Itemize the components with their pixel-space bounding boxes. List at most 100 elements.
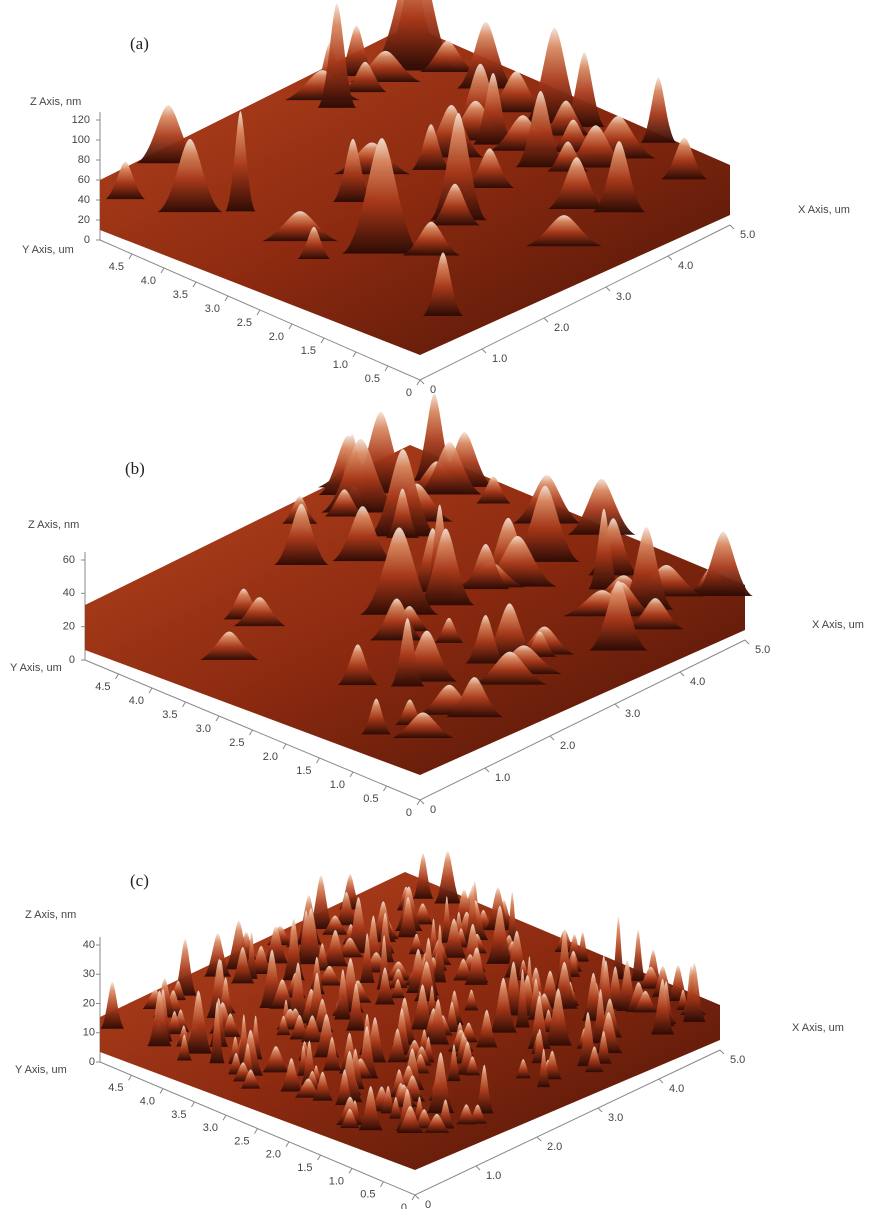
surface-peak	[408, 933, 425, 955]
y-tick	[411, 1194, 416, 1201]
surface-peak	[341, 138, 422, 254]
surface-peak	[312, 1071, 333, 1101]
surface-peak	[269, 979, 296, 1009]
surface-peak	[231, 946, 255, 984]
surface-peak	[485, 71, 547, 113]
surface-peak	[322, 1037, 342, 1071]
x-tick	[744, 639, 750, 645]
surface-peak	[294, 1078, 322, 1098]
afm-panel: (c) Z Axis, nm Y Axis, um X Axis, um 0 10 20 30…	[15, 851, 844, 1209]
surface-peak	[410, 984, 435, 1030]
x-tick-label: 3.0	[625, 708, 640, 720]
y-tick-label: 2.0	[269, 331, 284, 343]
z-tick-label: 10	[83, 1027, 95, 1039]
surface-peak	[385, 488, 420, 538]
z-tick-label: 120	[72, 114, 90, 126]
surface-peak	[474, 1064, 494, 1114]
y-tick	[316, 757, 320, 764]
surface-peak	[345, 897, 372, 953]
surface-peak	[413, 853, 434, 899]
surface-peak	[297, 226, 330, 259]
y-tick	[352, 351, 357, 358]
surface-peak	[612, 916, 625, 980]
surface-peak	[447, 1044, 461, 1082]
y-tick-label: 4.5	[95, 681, 110, 693]
x-tick-label: 3.0	[608, 1112, 623, 1124]
surface-peak	[396, 1105, 424, 1133]
surface-peak	[542, 1050, 562, 1080]
surface-peak	[429, 113, 487, 221]
surface-peak	[286, 962, 310, 1021]
surface-peak	[441, 918, 467, 958]
surface-peak	[337, 644, 378, 686]
surface-peak	[429, 183, 481, 226]
surface-peak	[276, 1015, 291, 1036]
z-tick-label: 20	[78, 214, 90, 226]
surface-peak	[340, 1108, 360, 1129]
z-tick-label: 20	[63, 621, 75, 633]
y-tick-label: 4.0	[140, 1096, 155, 1108]
afm-panel: (b) Z Axis, nm Y Axis, um X Axis, um 0 20 40 60…	[10, 393, 864, 819]
surface-peak	[200, 631, 259, 660]
y-tick-label: 3.0	[205, 303, 220, 315]
surface-peak	[544, 988, 573, 1046]
z-tick-label: 0	[69, 654, 75, 666]
surface-peak	[640, 77, 677, 143]
surface-peak	[100, 981, 125, 1029]
y-tick	[416, 799, 421, 806]
surface-peak	[157, 138, 223, 213]
surface-peak	[517, 960, 530, 981]
y-tick-label: 1.0	[333, 359, 348, 371]
surface-peak	[176, 1034, 192, 1061]
surface-peak	[414, 1109, 435, 1129]
surface-peak	[476, 476, 511, 504]
surface-peak	[440, 896, 453, 943]
surface-peak	[361, 698, 391, 735]
surface-peak	[526, 215, 602, 247]
y-tick-label: 2.5	[234, 1135, 249, 1147]
x-tick-label: 1.0	[486, 1170, 501, 1182]
surface-peak	[332, 506, 394, 562]
z-tick-label: 100	[72, 134, 90, 146]
y-tick-label: 0	[406, 387, 412, 399]
surface-peak	[322, 929, 349, 967]
x-tick	[658, 1078, 664, 1084]
surface-peak	[563, 125, 629, 168]
surface-peak	[282, 918, 306, 981]
x-tick	[536, 1136, 542, 1142]
y-tick-label: 4.5	[109, 261, 124, 273]
surface-peak	[434, 851, 462, 904]
y-tick	[348, 1168, 353, 1174]
x-tick-label: 4.0	[678, 260, 693, 272]
surface-peak	[402, 221, 460, 256]
surface-peak	[465, 148, 514, 188]
surface-peak	[389, 1097, 403, 1119]
x-tick-label: 5.0	[755, 644, 770, 656]
y-tick	[256, 309, 261, 316]
surface-peak	[359, 527, 439, 615]
y-tick	[380, 1181, 384, 1187]
z-tick-label: 40	[83, 939, 95, 951]
surface-peak	[630, 929, 646, 981]
y-axis-title: Y Axis, um	[22, 244, 74, 256]
surface-peak	[388, 968, 408, 988]
x-tick-label: 1.0	[492, 353, 507, 365]
surface-peak	[461, 543, 510, 590]
surface-peak	[262, 211, 338, 242]
surface-peak	[387, 1028, 408, 1063]
y-tick	[416, 379, 421, 386]
surface-peak	[693, 531, 753, 597]
z-tick-label: 0	[89, 1056, 95, 1068]
y-tick	[320, 337, 325, 344]
x-tick	[549, 735, 555, 741]
surface-peak	[359, 933, 375, 983]
surface-peak	[676, 989, 690, 1011]
surface-peak	[537, 1048, 551, 1088]
z-tick-label: 60	[78, 174, 90, 186]
surface-peak	[485, 887, 511, 931]
y-tick-label: 0.5	[365, 373, 380, 385]
y-tick-label: 3.0	[203, 1122, 218, 1134]
surface-peak	[374, 967, 396, 1005]
surface-peak	[105, 161, 145, 200]
y-tick-label: 3.5	[171, 1109, 186, 1121]
